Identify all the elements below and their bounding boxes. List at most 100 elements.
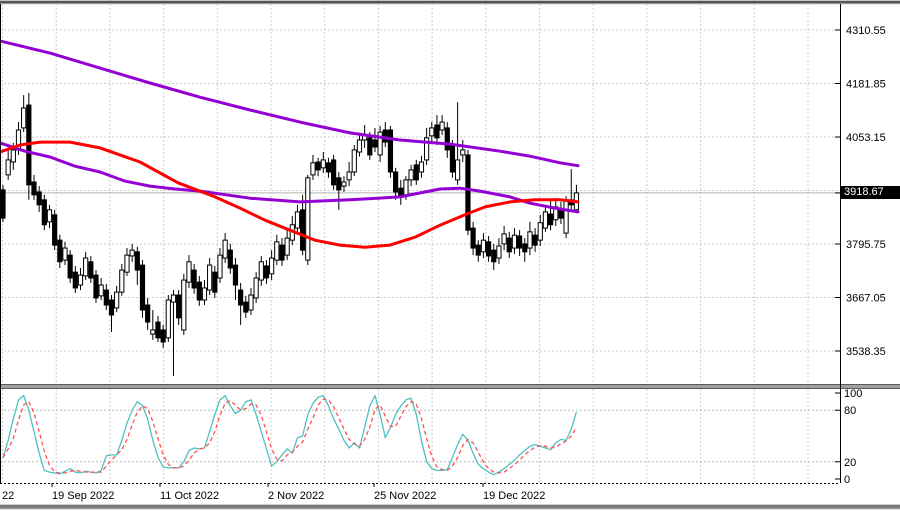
candle[interactable]: [542, 204, 549, 232]
candle[interactable]: [294, 204, 301, 232]
candle[interactable]: [300, 194, 306, 256]
candle[interactable]: [331, 154, 337, 190]
candle[interactable]: [284, 230, 290, 261]
candle[interactable]: [480, 233, 487, 259]
candle[interactable]: [470, 221, 476, 256]
candle[interactable]: [227, 243, 233, 274]
candle[interactable]: [119, 263, 125, 296]
candle[interactable]: [222, 233, 228, 264]
candle[interactable]: [346, 162, 352, 187]
candle[interactable]: [418, 155, 425, 178]
candle[interactable]: [108, 295, 115, 333]
candle[interactable]: [98, 277, 104, 301]
candle[interactable]: [310, 154, 316, 180]
candle[interactable]: [21, 95, 27, 133]
candle[interactable]: [475, 240, 481, 262]
candle[interactable]: [444, 122, 450, 158]
candle[interactable]: [517, 230, 523, 256]
candle[interactable]: [83, 251, 89, 281]
candle[interactable]: [522, 238, 528, 262]
candle[interactable]: [460, 139, 466, 163]
price-scale[interactable]: 4310.55 4181.85 4053.15 3795.75 3667.05 3538.…: [835, 25, 886, 486]
candle[interactable]: [170, 290, 177, 377]
candle[interactable]: [139, 260, 146, 318]
candle[interactable]: [563, 196, 569, 239]
candle[interactable]: [351, 144, 357, 177]
candle[interactable]: [26, 92, 32, 200]
candle[interactable]: [31, 174, 37, 200]
candle[interactable]: [413, 159, 419, 185]
candle[interactable]: [408, 164, 414, 187]
candle[interactable]: [88, 255, 94, 283]
candle[interactable]: [372, 127, 378, 153]
candle[interactable]: [511, 228, 518, 254]
candle[interactable]: [341, 176, 347, 192]
candle[interactable]: [465, 149, 471, 236]
candle[interactable]: [77, 268, 84, 291]
candle[interactable]: [134, 246, 140, 286]
candle[interactable]: [232, 258, 239, 301]
candle[interactable]: [62, 241, 68, 266]
candle[interactable]: [393, 167, 399, 200]
candle[interactable]: [176, 290, 182, 325]
candle[interactable]: [52, 209, 58, 251]
candle[interactable]: [439, 115, 445, 135]
candle[interactable]: [129, 243, 135, 262]
candle[interactable]: [46, 204, 53, 229]
candle[interactable]: [429, 122, 435, 143]
candle[interactable]: [336, 171, 342, 210]
candle[interactable]: [93, 270, 99, 303]
candle[interactable]: [243, 295, 249, 318]
candle[interactable]: [263, 260, 270, 284]
candle[interactable]: [145, 297, 151, 330]
candle[interactable]: [258, 255, 264, 286]
candle[interactable]: [67, 250, 73, 283]
candle[interactable]: [269, 250, 275, 281]
candle[interactable]: [248, 287, 254, 315]
candle[interactable]: [238, 282, 244, 325]
candle[interactable]: [496, 238, 502, 264]
candle[interactable]: [186, 255, 192, 288]
candle[interactable]: [212, 265, 218, 298]
candle[interactable]: [434, 115, 440, 145]
candle[interactable]: [150, 309, 156, 340]
candle[interactable]: [491, 243, 497, 271]
candle[interactable]: [315, 157, 321, 177]
candle[interactable]: [455, 102, 461, 185]
candle[interactable]: [356, 132, 363, 157]
candle[interactable]: [279, 238, 285, 266]
time-scale[interactable]: 22 19 Sep 2022 11 Oct 2022 2 Nov 2022 25 Nov…: [2, 483, 545, 502]
candle[interactable]: [57, 234, 63, 269]
candle[interactable]: [253, 272, 259, 303]
candle[interactable]: [207, 258, 213, 296]
candle[interactable]: [191, 263, 197, 294]
candle[interactable]: [320, 152, 326, 173]
candle[interactable]: [181, 273, 187, 335]
candle[interactable]: [547, 199, 554, 231]
candle[interactable]: [377, 125, 383, 163]
candle[interactable]: [217, 248, 223, 283]
candle[interactable]: [486, 235, 492, 262]
candle[interactable]: [424, 127, 430, 165]
candle[interactable]: [196, 275, 202, 306]
candle[interactable]: [537, 214, 543, 246]
candle[interactable]: [387, 125, 394, 178]
candle[interactable]: [114, 285, 120, 313]
candle[interactable]: [124, 248, 130, 276]
candle[interactable]: [506, 231, 512, 259]
candle[interactable]: [160, 324, 166, 348]
candle[interactable]: [382, 122, 388, 148]
candle[interactable]: [527, 221, 533, 256]
candle[interactable]: [501, 226, 507, 251]
candle[interactable]: [155, 315, 161, 343]
candle[interactable]: [103, 283, 109, 310]
candle[interactable]: [0, 184, 6, 222]
candle[interactable]: [5, 149, 11, 180]
candle[interactable]: [36, 186, 42, 212]
candle[interactable]: [532, 228, 538, 252]
candle[interactable]: [305, 174, 311, 266]
candle[interactable]: [165, 295, 171, 343]
candle[interactable]: [41, 194, 47, 231]
candle[interactable]: [201, 280, 208, 306]
